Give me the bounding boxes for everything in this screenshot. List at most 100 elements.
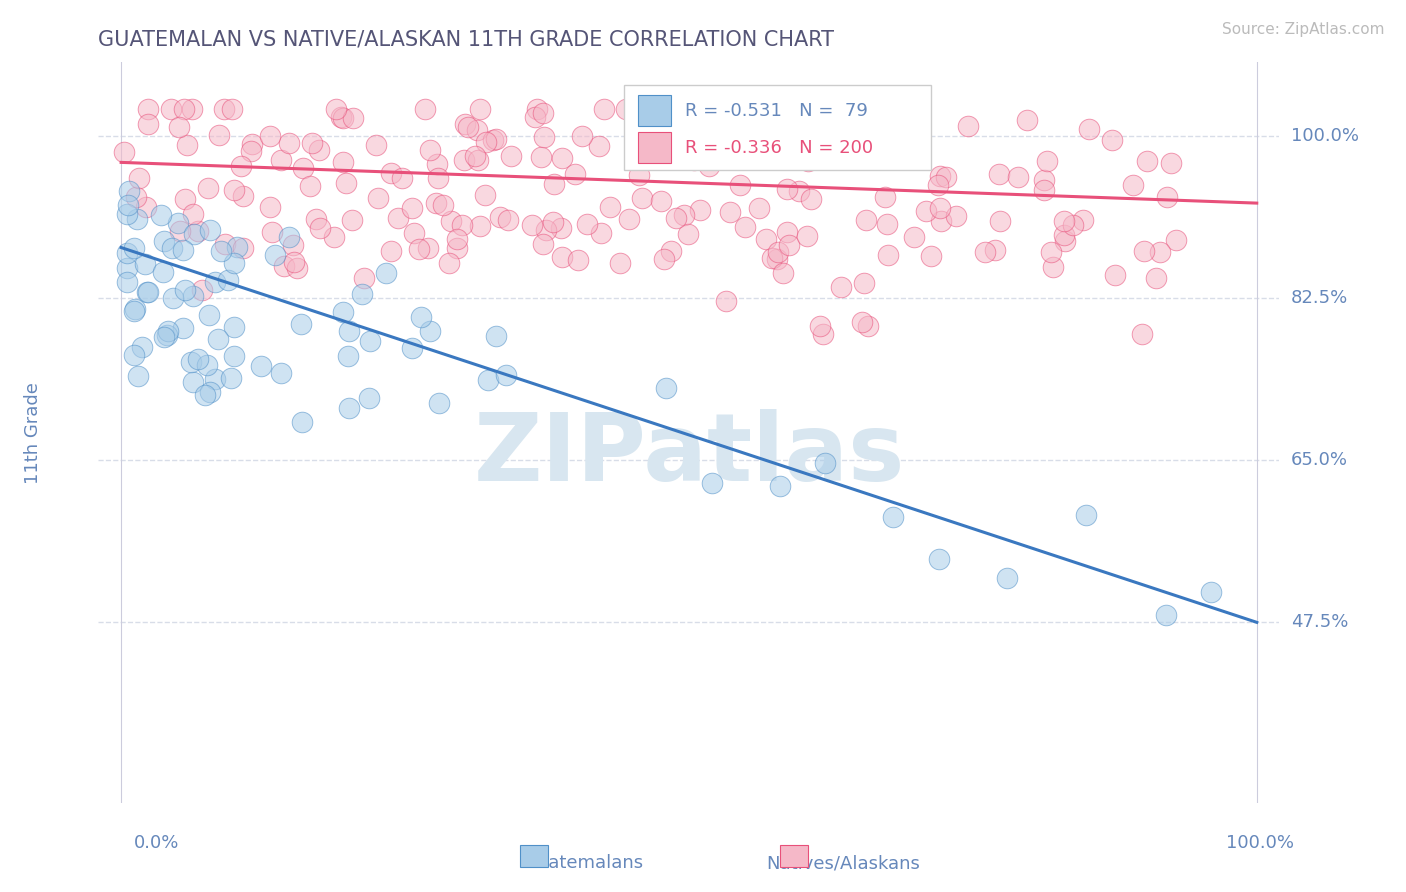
Text: 65.0%: 65.0% xyxy=(1291,451,1347,469)
Point xyxy=(1164,233,1187,247)
Point xyxy=(467,153,489,168)
Text: 0.0%: 0.0% xyxy=(134,834,179,852)
Point xyxy=(309,221,332,235)
Point xyxy=(550,151,572,165)
Point xyxy=(187,352,209,367)
Point xyxy=(533,129,555,144)
Point xyxy=(162,291,184,305)
Point xyxy=(852,276,875,290)
Point xyxy=(167,120,190,134)
Text: 100.0%: 100.0% xyxy=(1226,834,1294,852)
Point xyxy=(375,266,398,280)
Text: GUATEMALAN VS NATIVE/ALASKAN 11TH GRADE CORRELATION CHART: GUATEMALAN VS NATIVE/ALASKAN 11TH GRADE … xyxy=(98,29,834,50)
Point xyxy=(468,102,491,116)
Bar xyxy=(638,95,671,126)
Point xyxy=(453,153,475,167)
Point xyxy=(181,289,204,303)
Point xyxy=(714,294,737,309)
Point xyxy=(187,224,209,238)
Point xyxy=(259,200,281,214)
Point xyxy=(593,102,616,116)
Point xyxy=(526,102,548,116)
Point xyxy=(446,241,468,255)
Point xyxy=(571,128,593,143)
Point xyxy=(1101,133,1123,147)
Point xyxy=(402,226,425,240)
Point xyxy=(221,102,243,116)
Point xyxy=(353,270,375,285)
Point xyxy=(1053,234,1076,248)
Point xyxy=(359,391,381,405)
Point xyxy=(219,371,242,385)
Point xyxy=(262,225,284,239)
Point xyxy=(1144,271,1167,285)
Point xyxy=(928,551,950,566)
Point xyxy=(153,330,176,344)
Point xyxy=(172,320,194,334)
Point xyxy=(270,367,292,381)
Point xyxy=(173,102,195,116)
Point xyxy=(194,387,217,401)
Point xyxy=(945,210,967,224)
Text: Natives/Alaskans: Natives/Alaskans xyxy=(766,855,921,872)
Point xyxy=(136,117,159,131)
Point xyxy=(1130,326,1153,341)
Point xyxy=(122,304,145,318)
Point xyxy=(152,265,174,279)
Point xyxy=(935,169,957,184)
Point xyxy=(149,208,172,222)
Point xyxy=(477,373,499,387)
Point xyxy=(1062,218,1084,232)
Point xyxy=(380,166,402,180)
Point xyxy=(278,230,301,244)
Point xyxy=(174,192,197,206)
Point xyxy=(391,171,413,186)
Point xyxy=(125,211,148,226)
Point xyxy=(387,211,409,225)
Point xyxy=(291,415,314,429)
Point xyxy=(242,136,264,151)
Point xyxy=(876,218,898,232)
Point xyxy=(481,133,503,147)
Point xyxy=(772,102,794,116)
Point xyxy=(332,111,354,125)
Point xyxy=(136,285,159,300)
Point xyxy=(495,368,517,383)
Point xyxy=(734,220,756,235)
Point xyxy=(533,105,555,120)
Point xyxy=(180,355,202,369)
Point xyxy=(181,207,204,221)
Point xyxy=(877,248,900,262)
Point xyxy=(873,190,896,204)
Point xyxy=(775,182,797,196)
Point xyxy=(614,102,637,116)
Point xyxy=(226,240,249,254)
Point xyxy=(413,102,436,116)
Point xyxy=(1133,244,1156,259)
Point xyxy=(427,396,450,410)
Point xyxy=(283,255,305,269)
Point xyxy=(335,176,357,190)
Point xyxy=(699,159,721,173)
Point xyxy=(808,318,831,333)
Point xyxy=(567,252,589,267)
Point xyxy=(468,219,491,233)
Point xyxy=(1042,260,1064,274)
Point xyxy=(425,195,447,210)
Point xyxy=(169,224,191,238)
Point xyxy=(898,122,921,136)
Point xyxy=(520,218,543,232)
Point xyxy=(437,256,460,270)
Text: 100.0%: 100.0% xyxy=(1291,128,1358,145)
Point xyxy=(676,227,699,241)
Point xyxy=(1122,178,1144,192)
Point xyxy=(419,324,441,338)
Point xyxy=(718,205,741,219)
Point xyxy=(290,318,312,332)
Point xyxy=(499,149,522,163)
Point xyxy=(814,456,837,470)
Point xyxy=(728,178,751,192)
Point xyxy=(401,341,423,355)
Point xyxy=(450,218,472,232)
Point xyxy=(367,191,389,205)
